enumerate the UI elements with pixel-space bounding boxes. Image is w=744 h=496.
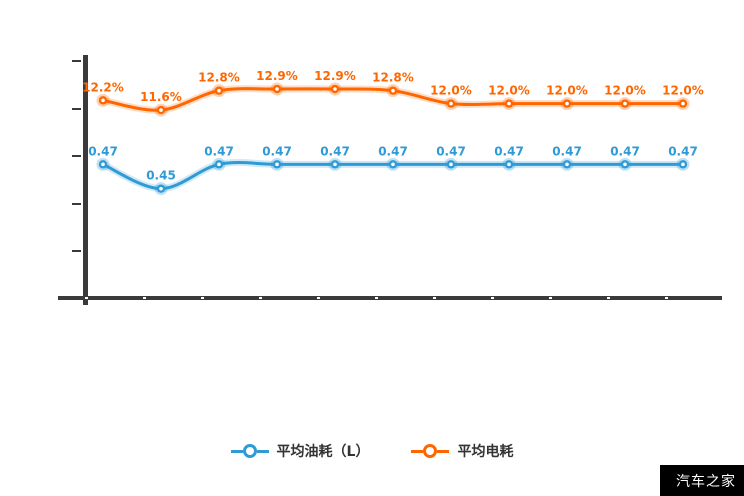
legend-line-stub	[437, 449, 450, 453]
legend-item-fuel[interactable]: 平均油耗（L）	[230, 441, 370, 461]
data-point-center	[275, 87, 279, 91]
data-point-center	[391, 162, 395, 167]
data-point-label: 0.47	[494, 144, 524, 158]
data-point-center	[565, 162, 569, 167]
y-axis-tick	[72, 298, 81, 300]
x-axis-line	[58, 296, 722, 300]
data-point-center	[449, 162, 453, 167]
y-axis-tick	[72, 107, 81, 110]
data-point-label: 12.0%	[488, 84, 530, 98]
data-point-center	[217, 88, 221, 93]
data-point-center	[101, 162, 105, 167]
y-axis-tick	[72, 60, 81, 62]
legend-line-stub	[411, 449, 424, 453]
y-axis-line	[83, 55, 88, 305]
y-axis-tick	[72, 250, 81, 253]
data-point-label: 0.47	[204, 144, 234, 158]
data-point-label: 12.2%	[82, 80, 124, 94]
legend-line-stub	[256, 449, 269, 453]
x-axis-tick	[723, 297, 726, 299]
data-point-center	[681, 101, 685, 106]
x-axis-tick	[433, 297, 436, 299]
x-axis-tick	[375, 297, 378, 299]
data-point-label: 12.8%	[372, 71, 414, 85]
data-point-center	[391, 88, 395, 93]
legend-label: 平均电耗	[457, 444, 514, 460]
data-point-center	[449, 101, 453, 106]
x-axis-tick	[85, 297, 88, 299]
x-axis-tick	[491, 297, 494, 299]
data-point-label: 0.47	[668, 144, 698, 158]
legend-label: 平均油耗（L）	[276, 444, 370, 460]
data-point-center	[159, 186, 163, 191]
data-point-label: 12.0%	[604, 84, 646, 98]
data-point-label: 0.47	[378, 144, 408, 158]
data-point-label: 12.8%	[198, 71, 240, 85]
data-point-center	[565, 101, 569, 106]
data-point-center	[333, 87, 337, 91]
x-axis-tick	[549, 297, 552, 299]
data-point-label: 0.45	[146, 169, 176, 183]
data-point-label: 0.47	[320, 144, 350, 158]
data-point-label: 0.47	[610, 144, 640, 158]
data-point-label: 12.0%	[430, 84, 472, 98]
data-point-label: 0.47	[262, 144, 292, 158]
data-point-center	[681, 162, 685, 167]
autohome-watermark: 汽车之家	[660, 465, 744, 496]
x-axis-tick	[201, 297, 204, 299]
data-point-label: 12.0%	[546, 84, 588, 98]
legend-line-stub	[230, 449, 243, 453]
data-point-center	[623, 101, 627, 106]
data-point-label: 12.9%	[314, 69, 356, 83]
legend-item-electric[interactable]: 平均电耗	[411, 441, 513, 461]
x-axis-tick	[259, 297, 262, 299]
data-point-center	[507, 162, 511, 167]
legend-marker-icon	[423, 444, 438, 458]
data-point-center	[275, 162, 279, 167]
data-point-center	[333, 162, 337, 167]
chart-legend: 平均油耗（L） 平均电耗	[0, 441, 744, 461]
data-point-center	[217, 162, 221, 167]
y-axis-tick	[72, 202, 81, 205]
x-axis-tick	[317, 297, 320, 299]
y-axis-tick	[72, 155, 81, 158]
data-point-label: 12.0%	[662, 84, 704, 98]
data-point-label: 0.47	[552, 144, 582, 158]
x-axis-tick	[143, 297, 146, 299]
data-point-center	[101, 98, 105, 103]
data-point-label: 11.6%	[140, 90, 182, 104]
x-axis-tick	[665, 297, 668, 299]
data-point-center	[507, 101, 511, 106]
data-point-label: 12.9%	[256, 69, 298, 83]
data-point-label: 0.47	[436, 144, 466, 158]
data-point-center	[159, 108, 163, 112]
x-axis-tick	[607, 297, 610, 299]
data-point-center	[623, 162, 627, 167]
data-point-label: 0.47	[88, 144, 118, 158]
legend-marker-icon	[242, 444, 257, 458]
